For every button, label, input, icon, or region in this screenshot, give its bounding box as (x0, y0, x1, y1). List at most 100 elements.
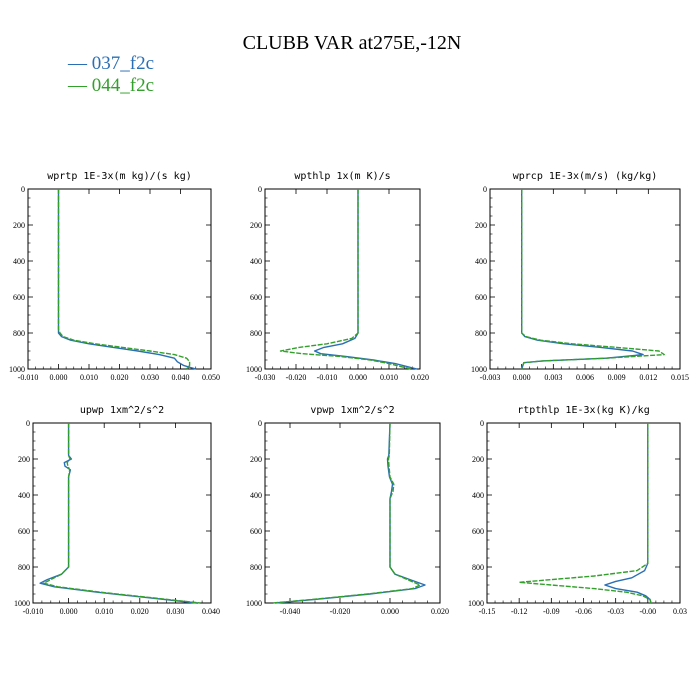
panel-4-xtick-label-4: 0.030 (166, 607, 184, 616)
panel-5: vpwp 1xm^2/s^2 -0.040 -0.020 0.000 0.020 0 200… (246, 405, 449, 616)
panel-5-series-044 (272, 422, 421, 604)
panel-6-ytick-label-4: 800 (472, 563, 484, 572)
panel-2-ytick-label-4: 800 (250, 329, 262, 338)
panel-3-xtick-label-1: 0.000 (513, 373, 531, 382)
panel-6: rtpthlp 1E-3x(kg K)/kg -0.15 -0.12 -0.09 -0.… (468, 405, 687, 616)
panel-3-xtick-label-2: 0.003 (544, 373, 562, 382)
panel-3-series-044 (521, 189, 665, 370)
panel-2-series-037 (313, 189, 418, 370)
panel-6-xtick-label-5: -0.00 (639, 607, 656, 616)
panel-6-ytick-label-3: 600 (472, 527, 484, 536)
panel-1-ytick-label-0: 0 (21, 185, 25, 194)
panel-4-title: upwp 1xm^2/s^2 (80, 405, 164, 416)
panel-1: wprtp 1E-3x(m kg)/(s kg) -0.010 0.000 0.010… (9, 171, 220, 382)
panel-5-ytick-label-5: 1000 (246, 599, 262, 608)
panel-4-xtick-label-3: 0.020 (131, 607, 149, 616)
panel-1-frame (27, 188, 212, 370)
panel-1-series-037 (57, 189, 196, 370)
panel-3-ytick-label-3: 600 (475, 293, 487, 302)
panel-4-xtick-label-5: 0.040 (202, 607, 220, 616)
panel-1-xtick-label-6: 0.050 (202, 373, 220, 382)
panel-6-frame (486, 422, 681, 604)
panel-3-xtick-label-6: 0.015 (671, 373, 689, 382)
panel-4-ytick-label-5: 1000 (14, 599, 30, 608)
panel-4-xtick-label-2: 0.010 (95, 607, 113, 616)
panel-5-xtick-label-1: -0.020 (330, 607, 351, 616)
panel-4-xtick-label-1: 0.000 (60, 607, 78, 616)
panel-1-xtick-label-1: 0.000 (50, 373, 68, 382)
panel-5-ytick-label-4: 800 (250, 563, 262, 572)
panel-6-ytick-label-5: 1000 (468, 599, 484, 608)
panel-3-ytick-label-5: 1000 (471, 365, 487, 374)
panel-5-title: vpwp 1xm^2/s^2 (310, 405, 394, 416)
panel-2-ytick-label-5: 1000 (246, 365, 262, 374)
panel-6-title: rtpthlp 1E-3x(kg K)/kg (517, 405, 649, 416)
panel-5-ytick-label-3: 600 (250, 527, 262, 536)
panel-3-ytick-label-1: 200 (475, 221, 487, 230)
panel-1-ytick-label-4: 800 (13, 329, 25, 338)
panel-6-ytick-label-1: 200 (472, 455, 484, 464)
panel-5-ytick-label-0: 0 (258, 419, 262, 428)
panel-5-frame (264, 422, 441, 604)
panel-6-ytick-label-0: 0 (480, 419, 484, 428)
panel-2: wpthlp 1x(m K)/s -0.030 -0.020 -0.010 0.000 0… (246, 171, 429, 382)
panel-4-xtick-label-0: -0.010 (23, 607, 44, 616)
panel-4-ytick-label-1: 200 (18, 455, 30, 464)
panel-3-xtick-label-5: 0.012 (639, 373, 657, 382)
panel-2-ytick-label-0: 0 (258, 185, 262, 194)
legend-entry-1: — 037_f2c (67, 53, 154, 74)
panel-1-xtick-label-0: -0.010 (18, 373, 39, 382)
panel-1-title: wprtp 1E-3x(m kg)/(s kg) (47, 171, 192, 182)
panel-3-xtick-label-3: 0.006 (576, 373, 594, 382)
panel-5-xtick-label-3: 0.020 (431, 607, 449, 616)
panel-2-xtick-label-0: -0.030 (255, 373, 276, 382)
panel-3-xtick-label-0: -0.003 (480, 373, 501, 382)
panel-2-xtick-label-2: -0.010 (317, 373, 338, 382)
panel-5-series-037 (274, 422, 426, 604)
panel-2-ytick-label-2: 400 (250, 257, 262, 266)
panel-1-ytick-label-2: 400 (13, 257, 25, 266)
panel-3-xtick-label-4: 0.009 (608, 373, 626, 382)
panel-1-ytick-label-5: 1000 (9, 365, 25, 374)
legend-dash-2: — (67, 75, 92, 96)
panel-1-ytick-label-3: 600 (13, 293, 25, 302)
panel-4-series-037 (39, 423, 197, 604)
panel-6-series-037 (604, 423, 652, 604)
legend-label-1: 037_f2c (92, 53, 154, 74)
panel-2-ytick-label-1: 200 (250, 221, 262, 230)
panel-6-xtick-label-3: -0.06 (575, 607, 592, 616)
panel-6-ytick-label-2: 400 (472, 491, 484, 500)
panels: wprtp 1E-3x(m kg)/(s kg) -0.010 0.000 0.010… (9, 171, 689, 616)
panel-1-series-044 (57, 189, 191, 370)
panel-4-ytick-label-4: 800 (18, 563, 30, 572)
panel-5-ytick-label-2: 400 (250, 491, 262, 500)
figure-title: CLUBB VAR at275E,-12N (243, 32, 462, 54)
panel-3-ytick-label-0: 0 (483, 185, 487, 194)
panel-5-xtick-label-0: -0.040 (280, 607, 301, 616)
panel-6-xtick-label-4: -0.03 (607, 607, 624, 616)
panel-4-ytick-label-3: 600 (18, 527, 30, 536)
panel-3-ytick-label-4: 800 (475, 329, 487, 338)
panel-2-xtick-label-3: 0.000 (349, 373, 367, 382)
panel-4-ytick-label-2: 400 (18, 491, 30, 500)
legend: — 037_f2c — 044_f2c (67, 53, 154, 96)
panel-1-xtick-label-4: 0.030 (141, 373, 159, 382)
legend-entry-2: — 044_f2c (67, 75, 154, 96)
panel-2-title: wpthlp 1x(m K)/s (294, 171, 390, 182)
panel-5-xtick-label-2: 0.000 (381, 607, 399, 616)
panel-6-series-044 (518, 423, 652, 604)
panel-1-xtick-label-3: 0.020 (111, 373, 129, 382)
panel-2-xtick-label-5: 0.020 (411, 373, 429, 382)
panel-6-xtick-label-6: 0.03 (673, 607, 687, 616)
panel-2-ytick-label-3: 600 (250, 293, 262, 302)
panel-2-xtick-label-4: 0.010 (380, 373, 398, 382)
panel-2-xtick-label-1: -0.020 (286, 373, 307, 382)
panel-1-ytick-label-1: 200 (13, 221, 25, 230)
panel-4-ytick-label-0: 0 (26, 419, 30, 428)
legend-label-2: 044_f2c (92, 75, 154, 96)
panel-6-xtick-label-2: -0.09 (543, 607, 560, 616)
panel-4: upwp 1xm^2/s^2 -0.010 0.000 0.010 0.020 0.030… (14, 405, 220, 616)
legend-dash-1: — (67, 53, 92, 74)
panel-4-series-044 (43, 423, 201, 604)
